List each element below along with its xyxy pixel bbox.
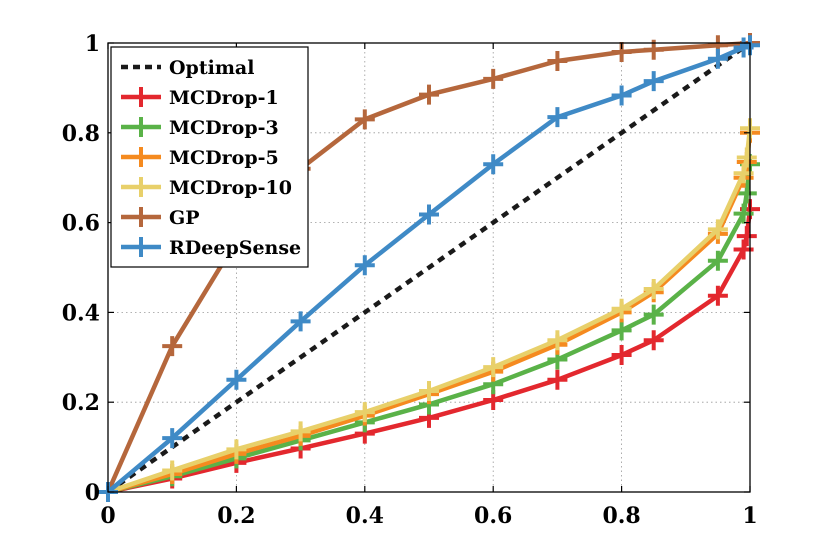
legend-marker [131,147,151,167]
legend-entry-rdeepsense: RDeepSense [121,237,301,259]
data-point-mcdrop-10 [736,147,757,168]
x-tick-label: 0.4 [346,503,384,529]
x-tick-label: 0.8 [602,503,640,529]
data-point-gp [162,336,183,357]
series-optimal [106,41,752,494]
data-point-mcdrop-10 [290,421,311,442]
legend-entry-mcdrop-5: MCDrop-5 [121,147,279,169]
legend-entry-mcdrop-10: MCDrop-10 [121,177,292,199]
data-point-mcdrop-1 [707,285,728,306]
data-point-mcdrop-10 [162,460,183,481]
series-rdeepsense [98,35,760,502]
y-tick-label: 0.8 [62,121,100,147]
data-point-mcdrop-10 [707,219,728,240]
legend-entry-gp: GP [121,207,200,229]
legend-label: MCDrop-1 [169,87,279,109]
data-point-mcdrop-10 [611,298,632,319]
data-point-gp [483,68,504,89]
legend-marker [131,207,151,227]
data-point-rdeepsense [611,85,632,106]
y-tick-label: 1 [85,31,100,57]
data-point-rdeepsense [354,255,375,276]
legend-marker [131,117,151,137]
series-line-mcdrop-1 [107,208,753,495]
data-point-rdeepsense [226,369,247,390]
data-point-mcdrop-10 [419,380,439,401]
data-point-mcdrop-3 [707,250,728,271]
x-tick-label: 1 [742,503,757,529]
legend: Optimal MCDrop-1 MCDrop-3 MCDrop-5 MCDrop-10… [110,46,309,268]
data-point-rdeepsense [707,48,728,69]
y-tick-label: 0.2 [62,390,100,416]
data-point-mcdrop-3 [736,183,757,204]
legend-marker [131,177,151,197]
data-point-mcdrop-3 [643,304,664,325]
y-tick-label: 0.6 [62,211,100,237]
data-point-rdeepsense [643,71,664,92]
data-point-rdeepsense [419,204,439,225]
data-point-mcdrop-10 [643,279,664,300]
legend-label: MCDrop-10 [169,177,292,199]
data-point-rdeepsense [483,154,504,175]
legend-entry-mcdrop-1: MCDrop-1 [121,87,279,109]
data-point-gp [419,84,439,105]
data-point-mcdrop-10 [483,357,504,378]
legend-label: GP [169,207,200,229]
data-point-mcdrop-10 [226,439,247,460]
data-point-mcdrop-1 [611,345,632,366]
data-point-rdeepsense [162,428,183,449]
x-tick-label: 0 [100,503,115,529]
legend-label: MCDrop-3 [169,117,279,139]
legend-label: MCDrop-5 [169,147,279,169]
series-line-mcdrop-10 [107,128,753,495]
data-point-mcdrop-3 [611,320,632,341]
legend-marker [131,87,151,107]
data-point-rdeepsense [290,311,311,332]
legend-entry-mcdrop-3: MCDrop-3 [121,117,279,139]
data-point-mcdrop-10 [547,330,568,351]
data-point-gp [547,50,568,71]
axes-box [107,42,751,493]
y-tick-label: 0.4 [62,300,100,326]
data-point-mcdrop-1 [547,369,568,390]
legend-entry-optimal: Optimal [121,57,254,79]
axis-ticks: 0 0.2 0.4 0.6 0.8 1 0 0.2 0.4 0.6 0.8 1 [62,31,758,529]
data-point-gp [354,109,375,130]
x-tick-label: 0.6 [474,503,512,529]
y-tick-label: 0 [85,480,100,506]
x-tick-label: 0.2 [217,503,255,529]
data-point-mcdrop-1 [736,226,757,247]
legend-marker [131,237,151,257]
series-line-mcdrop-3 [107,163,753,495]
series-line-optimal [106,41,752,494]
data-point-mcdrop-1 [643,330,664,351]
legend-label: RDeepSense [169,237,301,259]
legend-label: Optimal [169,57,254,79]
data-point-mcdrop-10 [354,402,375,423]
data-point-rdeepsense [547,107,568,128]
